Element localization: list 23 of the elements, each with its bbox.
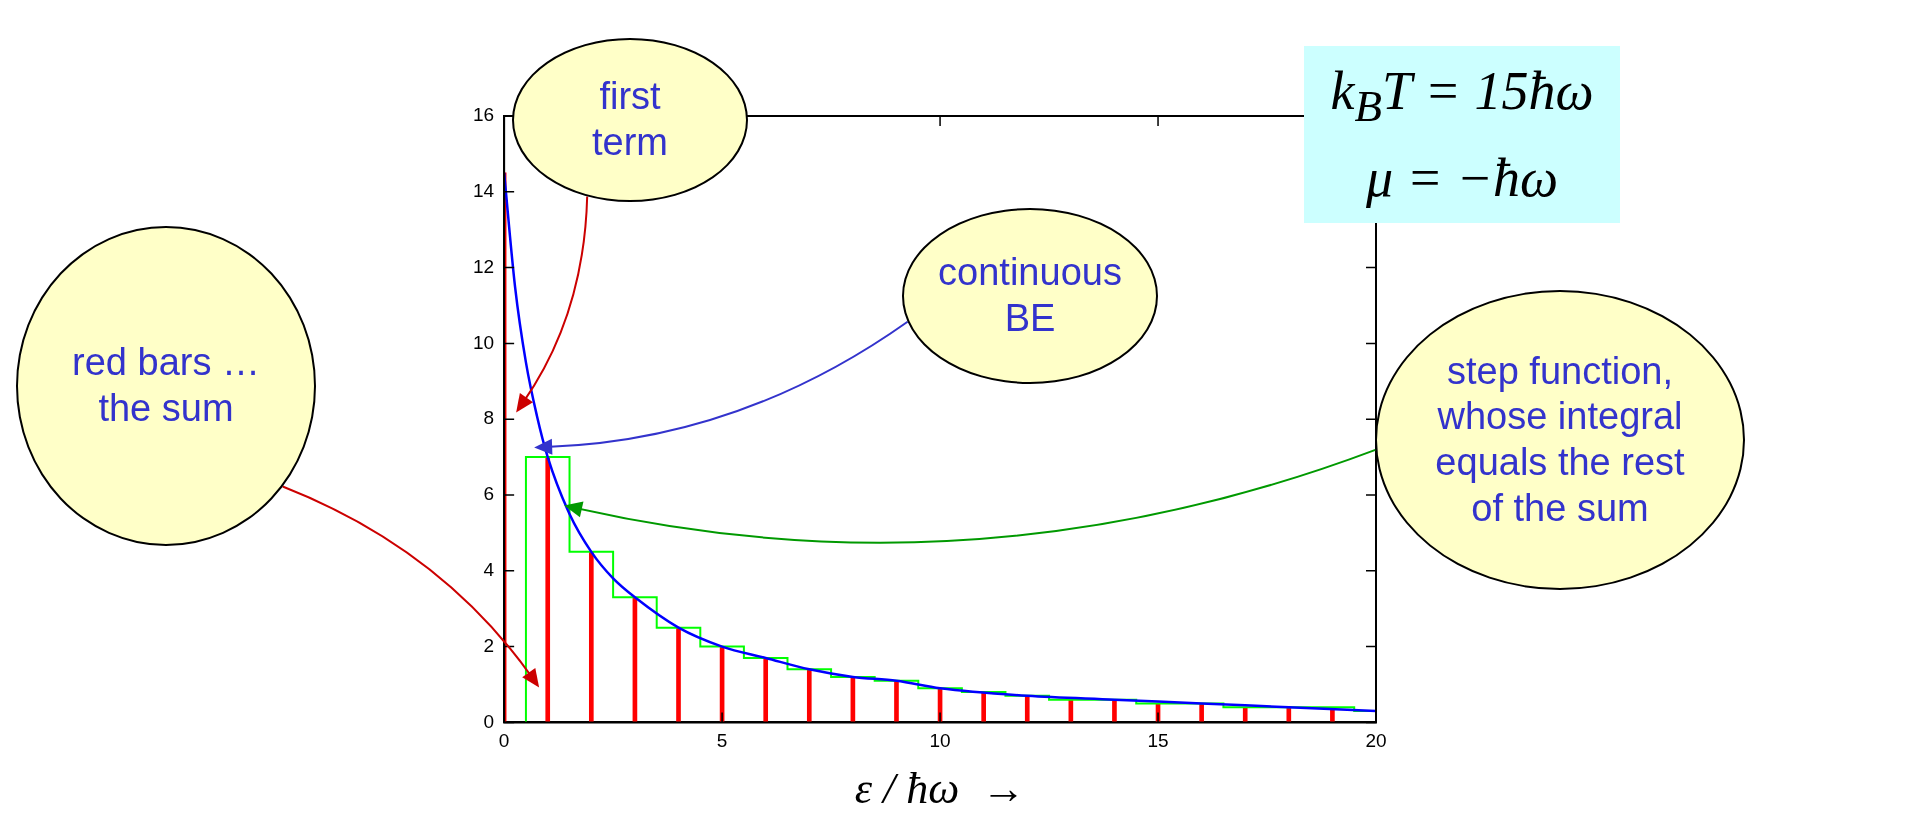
speech-bubble: continuous BE [902, 208, 1158, 384]
x-tick-label: 0 [498, 730, 510, 752]
y-tick-label: 4 [483, 559, 495, 581]
speech-bubble: step function, whose integral equals the rest of the sum [1375, 290, 1745, 590]
annotation: μ = −ħω [1364, 147, 1560, 211]
speech-bubble: red bars … the sum [16, 226, 316, 546]
x-tick-label: 15 [1147, 730, 1169, 752]
x-axis-title: ε / ħω → [854, 764, 1026, 814]
y-tick-label: 0 [483, 710, 495, 732]
annotation: k$_{B}$T = 15ħω [1329, 60, 1595, 133]
annotation: continuous BE [937, 250, 1123, 341]
y-tick-label: 10 [472, 331, 495, 353]
y-tick-label: 8 [483, 407, 495, 429]
y-tick-label: 16 [472, 104, 495, 126]
x-tick-label: 20 [1365, 730, 1387, 752]
x-tick-label: 5 [716, 730, 728, 752]
speech-bubble: first term [512, 38, 748, 202]
y-tick-label: 14 [472, 180, 495, 202]
x-tick-label: 10 [929, 730, 951, 752]
y-tick-label: 6 [483, 483, 495, 505]
y-tick-label: 2 [483, 634, 495, 656]
y-tick-label: 12 [472, 255, 495, 277]
annotation: first term [591, 74, 669, 165]
